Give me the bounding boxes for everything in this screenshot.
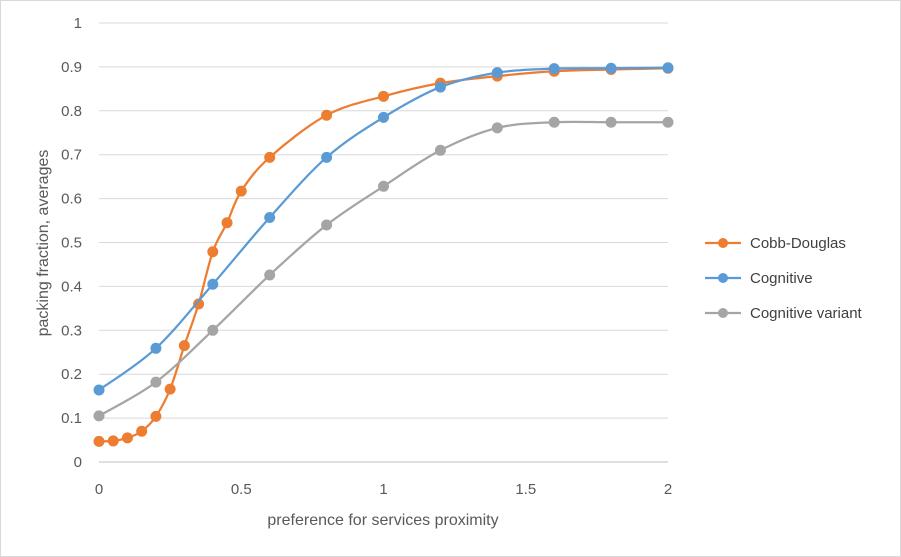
y-tick-label: 0.4: [61, 278, 82, 295]
data-point: [178, 340, 190, 352]
data-point: [207, 324, 219, 336]
data-point: [378, 180, 389, 192]
data-point: [321, 109, 333, 121]
x-axis-title: preference for services proximity: [267, 512, 498, 529]
data-point: [264, 269, 276, 281]
data-point: [264, 211, 276, 223]
y-tick-label: 0.1: [61, 410, 82, 427]
legend-item: Cognitive variant: [705, 305, 863, 322]
data-point: [321, 151, 333, 163]
y-tick-label: 1: [74, 15, 82, 32]
x-tick-label: 2: [664, 481, 672, 498]
gridlines: [99, 22, 668, 419]
data-point: [150, 376, 162, 388]
legend-label: Cognitive variant: [750, 305, 863, 322]
y-tick-label: 0.3: [61, 322, 82, 339]
series-line: [98, 67, 669, 443]
x-tick-label: 1: [379, 481, 387, 498]
series-area: [93, 62, 674, 447]
y-tick-label: 0.8: [61, 103, 82, 120]
data-point: [378, 111, 389, 123]
data-point: [164, 383, 176, 395]
data-point: [321, 219, 333, 231]
data-point: [434, 81, 446, 93]
data-point: [605, 116, 617, 128]
y-tick-label: 0.5: [61, 235, 82, 252]
y-tick-label: 0.7: [61, 147, 82, 164]
legend: Cobb-Douglas Cognitive Cognitive variant: [705, 235, 863, 322]
data-point: [662, 116, 674, 128]
data-point: [378, 90, 389, 102]
data-point: [121, 432, 133, 444]
x-tick-label: 0: [95, 481, 103, 498]
data-point: [193, 298, 205, 310]
data-point: [235, 185, 247, 197]
data-point: [662, 62, 674, 74]
data-point: [434, 144, 446, 156]
legend-marker: [718, 238, 728, 248]
y-tick-label: 0.6: [61, 191, 82, 208]
data-point: [150, 410, 162, 422]
y-tick-label: 0: [74, 454, 82, 471]
y-tick-label: 0.2: [61, 366, 82, 383]
data-point: [107, 435, 119, 447]
data-point: [93, 410, 105, 422]
data-point: [221, 217, 233, 229]
data-point: [264, 151, 276, 163]
x-tick-label: 0.5: [231, 481, 252, 498]
data-point: [207, 246, 219, 258]
x-tick-label: 1.5: [515, 481, 536, 498]
data-point: [93, 384, 105, 396]
data-point: [548, 116, 560, 128]
data-point: [491, 67, 503, 79]
data-point: [136, 425, 148, 437]
legend-marker: [718, 308, 728, 318]
legend-marker: [718, 273, 728, 283]
series-cognitive: [93, 62, 674, 396]
y-axis-title: packing fraction, averages: [35, 150, 52, 337]
data-point: [605, 62, 617, 74]
data-point: [548, 63, 560, 75]
data-point: [491, 122, 503, 134]
legend-item: Cobb-Douglas: [705, 235, 846, 252]
series-line: [98, 120, 668, 417]
legend-item: Cognitive: [705, 270, 813, 287]
series-cognitive-variant: [93, 116, 674, 422]
data-point: [207, 278, 219, 290]
data-point: [93, 435, 105, 447]
series-line: [98, 66, 669, 391]
data-point: [150, 342, 162, 354]
axes: 0 0.1 0.2 0.3 0.4 0.5 0.6 0.7 0.8 0.9 1 0 0.5 1 1.5 2: [61, 15, 672, 498]
legend-label: Cognitive: [750, 270, 813, 287]
legend-label: Cobb-Douglas: [750, 235, 846, 252]
y-tick-label: 0.9: [61, 59, 82, 76]
